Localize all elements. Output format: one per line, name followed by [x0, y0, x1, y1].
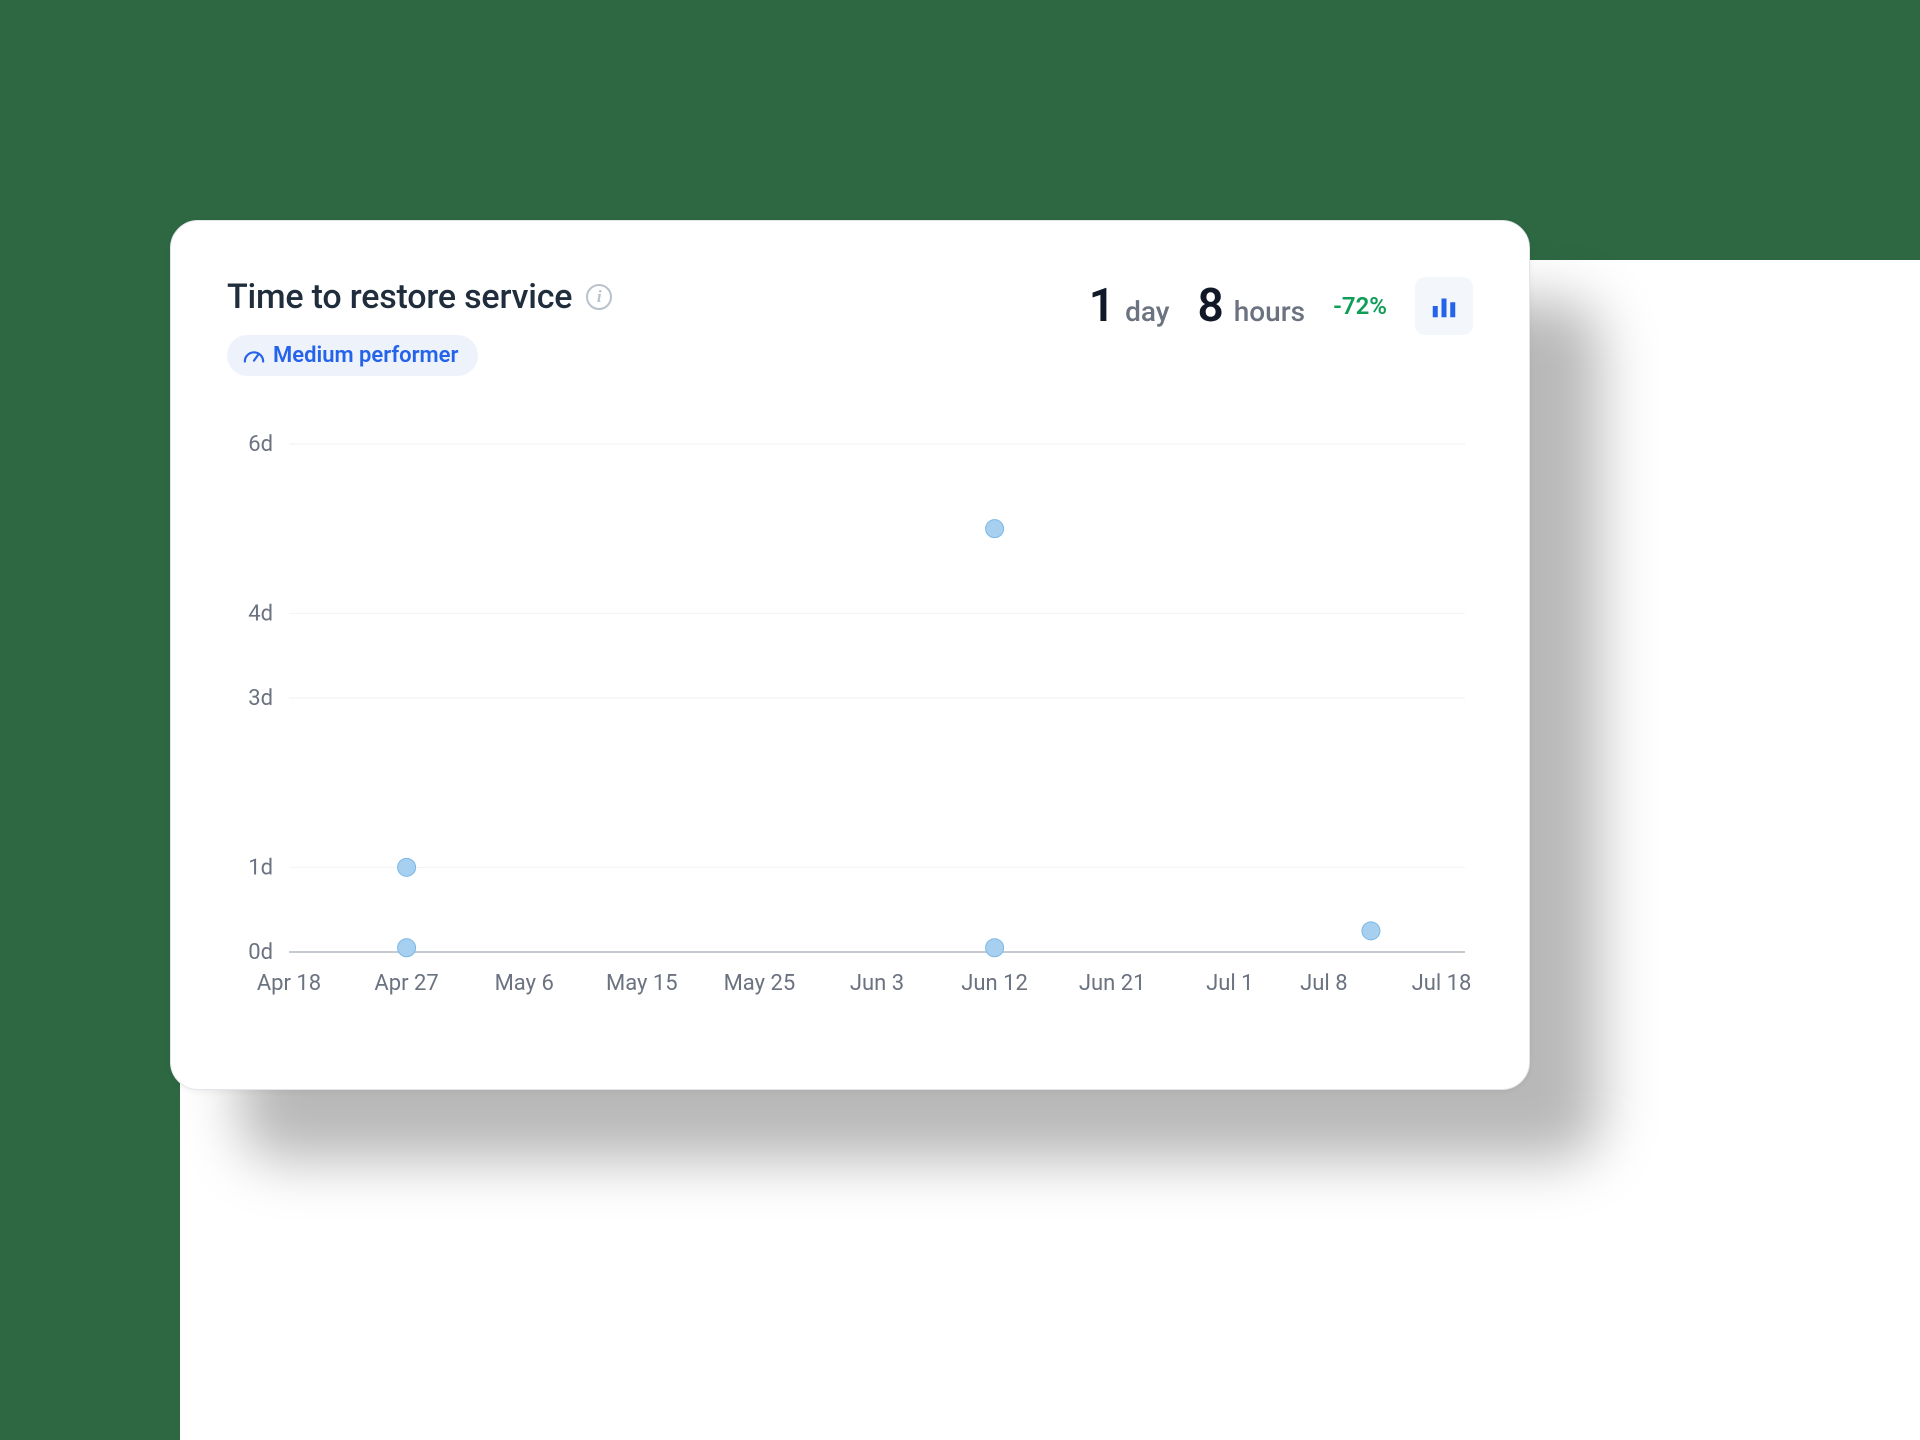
- x-tick-label: May 15: [606, 971, 678, 996]
- title-block: Time to restore service i Medium perform…: [227, 277, 612, 376]
- metric-hours-unit: hours: [1234, 295, 1305, 328]
- data-point[interactable]: [1362, 922, 1380, 940]
- metric-days: 1 day: [1089, 279, 1170, 333]
- y-tick-label: 0d: [248, 940, 273, 965]
- y-tick-label: 4d: [248, 601, 273, 626]
- y-tick-label: 3d: [248, 686, 273, 711]
- data-point[interactable]: [986, 939, 1004, 957]
- performance-badge-label: Medium performer: [273, 343, 458, 368]
- delta-percent: -72%: [1333, 292, 1387, 320]
- bg-shape-left: [0, 0, 180, 1440]
- x-tick-label: Jun 3: [850, 971, 904, 996]
- x-tick-label: Jun 21: [1079, 971, 1146, 996]
- chart-area: 0d 1d 3d 4d 6d Apr 18 Apr 27 May 6 May 15 May 25 J…: [227, 432, 1473, 1042]
- x-tick-label: Apr 18: [257, 971, 321, 996]
- x-tick-label: Apr 27: [374, 971, 438, 996]
- performance-badge[interactable]: Medium performer: [227, 335, 478, 376]
- metrics-card: Time to restore service i Medium perform…: [170, 220, 1530, 1090]
- metric-days-value: 1: [1089, 279, 1115, 333]
- info-glyph: i: [597, 287, 602, 307]
- gauge-icon: [243, 349, 265, 363]
- y-tick-label: 1d: [248, 855, 273, 880]
- data-point[interactable]: [398, 939, 416, 957]
- info-icon[interactable]: i: [586, 284, 612, 310]
- scatter-chart: 0d 1d 3d 4d 6d Apr 18 Apr 27 May 6 May 15 May 25 J…: [227, 432, 1475, 1042]
- card-header: Time to restore service i Medium perform…: [227, 277, 1473, 376]
- x-tick-label: Jun 12: [961, 971, 1028, 996]
- y-tick-label: 6d: [248, 432, 273, 457]
- metrics-block: 1 day 8 hours -72%: [1089, 277, 1473, 335]
- data-point[interactable]: [986, 520, 1004, 538]
- x-tick-label: May 6: [495, 971, 554, 996]
- bar-chart-icon: [1429, 291, 1459, 321]
- x-tick-label: Jul 18: [1412, 971, 1472, 996]
- x-tick-label: Jul 1: [1206, 971, 1253, 996]
- chart-type-toggle[interactable]: [1415, 277, 1473, 335]
- title-row: Time to restore service i: [227, 277, 612, 317]
- metric-hours: 8 hours: [1197, 279, 1305, 333]
- data-point[interactable]: [398, 858, 416, 876]
- metric-days-unit: day: [1125, 295, 1169, 328]
- card-title: Time to restore service: [227, 277, 572, 317]
- x-tick-label: May 25: [724, 971, 796, 996]
- metric-hours-value: 8: [1197, 279, 1223, 333]
- x-tick-label: Jul 8: [1300, 971, 1347, 996]
